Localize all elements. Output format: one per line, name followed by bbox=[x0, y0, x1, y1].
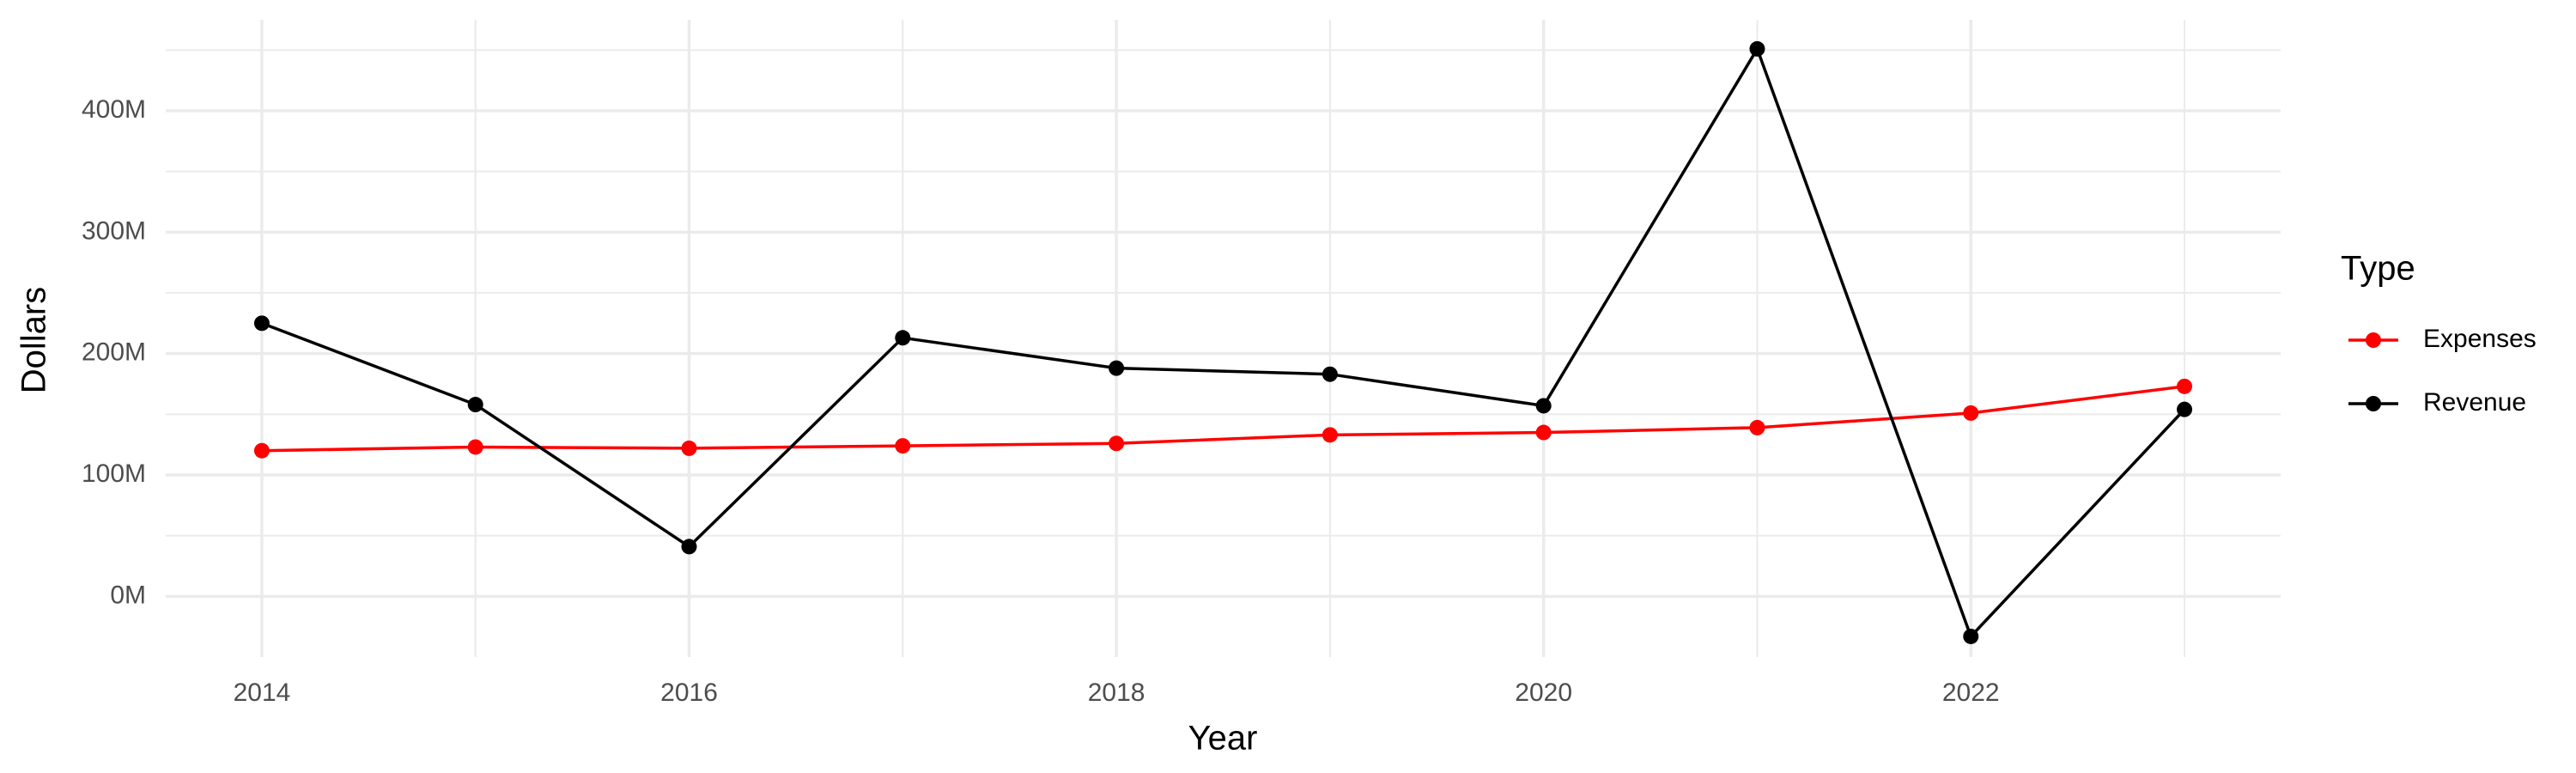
legend-label: Expenses bbox=[2423, 325, 2537, 353]
x-axis-title: Year bbox=[1188, 720, 1258, 758]
data-point bbox=[1109, 435, 1125, 452]
y-tick-label: 400M bbox=[82, 95, 146, 124]
y-tick-label: 300M bbox=[82, 216, 146, 245]
data-point bbox=[1109, 360, 1125, 376]
x-tick-label: 2014 bbox=[234, 679, 291, 707]
legend-title: Type bbox=[2341, 250, 2415, 288]
series-line bbox=[261, 45, 2186, 640]
data-point bbox=[2177, 401, 2193, 417]
data-point bbox=[1963, 628, 1979, 644]
y-tick-label: 200M bbox=[82, 338, 146, 367]
data-point bbox=[1321, 366, 1338, 382]
data-point bbox=[1535, 424, 1552, 441]
x-tick-label: 2022 bbox=[1942, 679, 2000, 707]
data-point bbox=[895, 330, 911, 346]
data-point bbox=[1963, 405, 1979, 421]
data-point bbox=[895, 438, 911, 454]
data-point bbox=[253, 442, 270, 459]
x-tick-label: 2020 bbox=[1515, 679, 1572, 707]
data-point bbox=[1321, 427, 1338, 443]
x-tick-label: 2016 bbox=[660, 679, 718, 707]
data-point bbox=[467, 439, 483, 455]
data-point bbox=[1535, 398, 1552, 414]
legend-label: Revenue bbox=[2423, 388, 2526, 417]
data-point bbox=[1749, 419, 1765, 435]
data-point bbox=[467, 397, 483, 413]
data-point bbox=[681, 440, 697, 456]
x-tick-label: 2018 bbox=[1088, 679, 1145, 707]
y-tick-label: 100M bbox=[82, 460, 146, 488]
data-point bbox=[2177, 378, 2193, 394]
data-point bbox=[1749, 40, 1765, 57]
data-point bbox=[253, 315, 270, 332]
series-line bbox=[261, 385, 2185, 453]
legend-point bbox=[2366, 396, 2381, 411]
legend-point bbox=[2366, 332, 2381, 348]
y-axis-title: Dollars bbox=[15, 287, 53, 393]
data-point bbox=[681, 539, 697, 555]
y-tick-label: 0M bbox=[110, 581, 146, 609]
